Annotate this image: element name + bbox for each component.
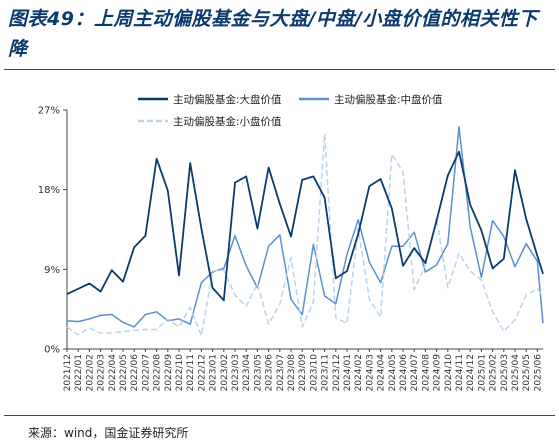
x-tick-label: 2022/03 xyxy=(97,354,107,391)
y-axis: 0% 9% 18% 27% xyxy=(38,106,68,356)
line-chart: 0%9%18%27% 2021/12 2022/01 2022/02 2022/03 2… xyxy=(38,93,544,392)
y-tick-label: 27% xyxy=(38,106,60,117)
x-tick-label: 2024/06 xyxy=(399,354,409,392)
x-tick-label: 2023/11 xyxy=(321,354,331,391)
x-tick-label: 2024/11 xyxy=(455,354,465,391)
x-tick-label: 2024/10 xyxy=(444,354,454,392)
y-tick-label: 9% xyxy=(44,265,60,276)
x-tick-label: 2022/10 xyxy=(175,354,185,392)
x-tick-label: 2024/09 xyxy=(433,354,443,392)
y-tick-label: 18% xyxy=(38,185,60,196)
x-tick-label: 2024/12 xyxy=(466,354,476,391)
legend-label-2: 主动偏股基金:中盘价值 xyxy=(334,93,443,106)
x-tick-label: 2024/08 xyxy=(421,354,431,392)
x-tick-label: 2024/07 xyxy=(410,354,420,391)
x-tick-label: 2025/04 xyxy=(511,354,521,392)
x-tick-label: 2024/02 xyxy=(354,354,364,391)
y-tick-label: 0% xyxy=(44,345,60,356)
x-tick-label: 2023/10 xyxy=(309,354,319,392)
series-layer xyxy=(66,126,544,337)
x-tick-label: 2022/07 xyxy=(141,354,151,391)
x-tick-label: 2025/06 xyxy=(533,354,543,392)
x-axis: 2021/12 2022/01 2022/02 2022/03 2022/04 2022/… xyxy=(63,348,543,392)
x-tick-label: 2022/08 xyxy=(153,354,163,392)
legend-label-3: 主动偏股基金:小盘价值 xyxy=(173,115,282,128)
x-tick-label: 2025/05 xyxy=(522,354,532,391)
legend-label-1: 主动偏股基金:大盘价值 xyxy=(173,93,282,106)
x-tick-label: 2024/05 xyxy=(388,354,398,391)
series-line-3 xyxy=(66,133,544,337)
chart-title: 图表49：上周主动偏股基金与大盘/中盘/小盘价值的相关性下降 xyxy=(8,8,538,60)
x-tick-label: 2024/03 xyxy=(365,354,375,391)
x-tick-label: 2022/05 xyxy=(119,354,129,391)
x-tick-label: 2023/06 xyxy=(265,354,275,392)
title-divider xyxy=(4,69,555,70)
x-tick-label: 2023/07 xyxy=(276,354,286,391)
x-tick-label: 2023/05 xyxy=(253,354,263,391)
x-tick-label: 2024/01 xyxy=(343,354,353,391)
x-tick-label: 2023/02 xyxy=(220,354,230,391)
x-tick-label: 2021/12 xyxy=(63,354,73,391)
x-tick-label: 2022/11 xyxy=(186,354,196,391)
x-tick-label: 2022/09 xyxy=(164,354,174,392)
x-tick-label: 2023/04 xyxy=(242,354,252,392)
source-divider xyxy=(4,415,555,416)
x-tick-label: 2025/01 xyxy=(477,354,487,391)
series-line-2 xyxy=(66,126,544,328)
x-tick-label: 2024/04 xyxy=(377,354,387,392)
x-tick-label: 2022/06 xyxy=(130,354,140,392)
x-tick-label: 2023/08 xyxy=(287,354,297,392)
x-tick-label: 2023/03 xyxy=(231,354,241,391)
source-note: 来源：wind，国金证券研究所 xyxy=(28,426,189,440)
x-tick-label: 2025/03 xyxy=(500,354,510,391)
x-tick-label: 2022/02 xyxy=(85,354,95,391)
x-tick-label: 2023/09 xyxy=(298,354,308,392)
x-tick-label: 2023/01 xyxy=(209,354,219,391)
x-tick-label: 2023/12 xyxy=(332,354,342,391)
series-line-1 xyxy=(66,150,544,302)
x-tick-label: 2022/12 xyxy=(197,354,207,391)
x-tick-label: 2025/02 xyxy=(489,354,499,391)
x-tick-label: 2022/04 xyxy=(108,354,118,392)
x-tick-label: 2022/01 xyxy=(74,354,84,391)
